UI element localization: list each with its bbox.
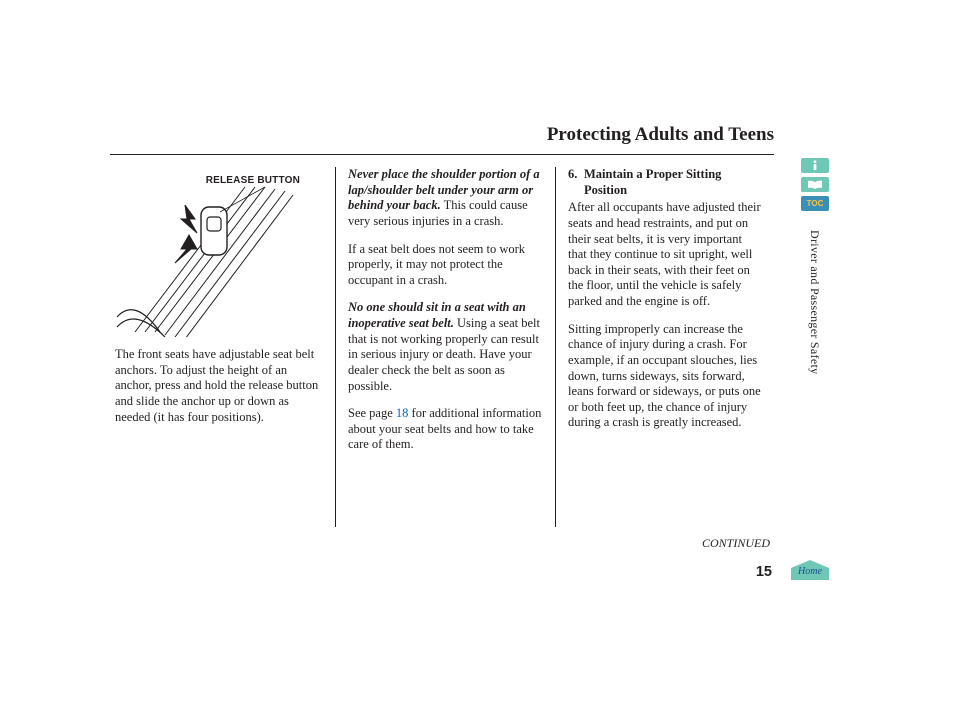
- page-link-18[interactable]: 18: [396, 406, 409, 420]
- side-tabs: TOC: [801, 158, 829, 211]
- col2-paragraph-1: Never place the shoulder portion of a la…: [348, 167, 543, 230]
- col2-paragraph-2: If a seat belt does not seem to work pro…: [348, 242, 543, 289]
- page-title: Protecting Adults and Teens: [110, 124, 774, 154]
- page-header: Protecting Adults and Teens: [110, 124, 774, 155]
- tab-toc[interactable]: TOC: [801, 196, 829, 211]
- chapter-label: Driver and Passenger Safety: [807, 230, 822, 374]
- col3-paragraph-2: Sitting improperly can increase the chan…: [568, 322, 763, 431]
- col1-paragraph-1: The front seats have adjustable seat bel…: [115, 347, 323, 425]
- col3-paragraph-1: After all occupants have adjusted their …: [568, 200, 763, 309]
- column-1: RELEASE BUTTON: [115, 167, 335, 527]
- seatbelt-anchor-svg: [115, 167, 310, 337]
- manual-page: Protecting Adults and Teens RELEASE BUTT…: [0, 0, 954, 710]
- col2-paragraph-3: No one should sit in a seat with an inop…: [348, 300, 543, 394]
- illustration-label: RELEASE BUTTON: [206, 175, 300, 188]
- home-tab-text: Home: [797, 566, 822, 577]
- section-heading-6: 6. Maintain a Proper Sitting Position: [568, 167, 763, 198]
- tab-book[interactable]: [801, 177, 829, 192]
- column-2: Never place the shoulder portion of a la…: [335, 167, 555, 527]
- tab-info[interactable]: [801, 158, 829, 173]
- divider: [110, 154, 774, 155]
- content-columns: RELEASE BUTTON: [115, 167, 775, 527]
- info-icon: [810, 160, 820, 171]
- home-tab-icon: Home: [791, 560, 829, 580]
- see-page-pre: See page: [348, 406, 396, 420]
- continued-label: CONTINUED: [702, 536, 770, 551]
- column-3: 6. Maintain a Proper Sitting Position Af…: [555, 167, 775, 527]
- tab-home[interactable]: Home: [791, 560, 829, 580]
- seatbelt-anchor-illustration: RELEASE BUTTON: [115, 167, 310, 337]
- page-number: 15: [756, 564, 772, 580]
- heading-text: Maintain a Proper Sitting Position: [584, 167, 763, 198]
- open-book-icon: [807, 180, 823, 190]
- col2-paragraph-4: See page 18 for additional information a…: [348, 406, 543, 453]
- heading-number: 6.: [568, 167, 584, 198]
